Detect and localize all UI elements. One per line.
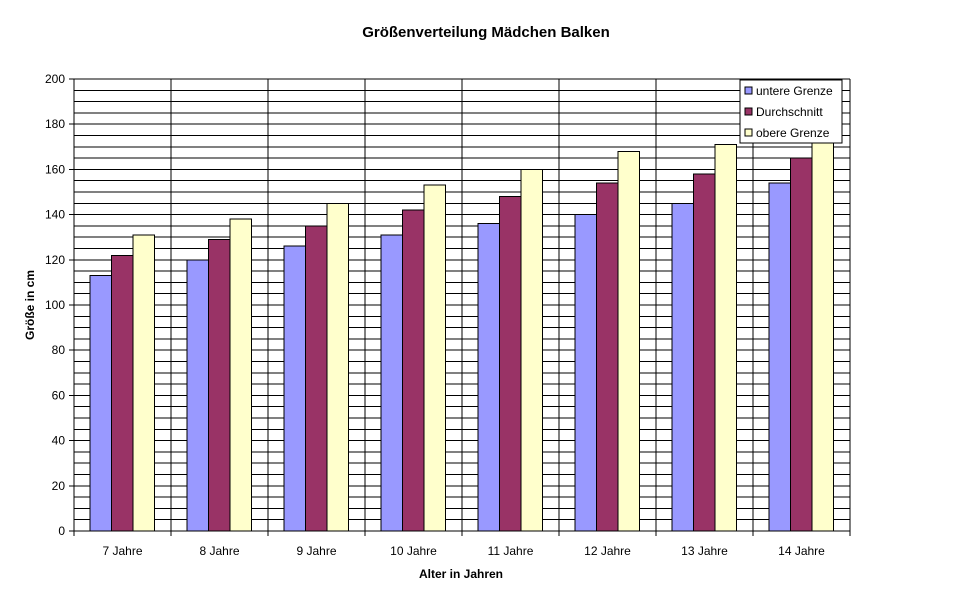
bar-durchschnitt <box>111 254 134 532</box>
y-tick-label: 160 <box>45 162 65 176</box>
legend-swatch <box>744 107 753 116</box>
bar-obere-grenze <box>714 144 737 532</box>
bar-untere-grenze <box>89 275 112 532</box>
y-tick-label: 20 <box>52 479 66 493</box>
y-tick-label: 200 <box>45 72 65 86</box>
x-tick-label: 7 Jahre <box>102 544 142 558</box>
bar-durchschnitt <box>208 238 231 532</box>
bars <box>89 137 834 532</box>
bar-untere-grenze <box>186 259 209 532</box>
x-tick-label: 13 Jahre <box>681 544 728 558</box>
bar-obere-grenze <box>617 150 640 532</box>
y-tick-label: 80 <box>52 343 66 357</box>
y-tick-label: 40 <box>52 434 66 448</box>
legend-swatch <box>744 86 753 95</box>
legend-swatch <box>744 128 753 137</box>
x-tick-label: 10 Jahre <box>390 544 437 558</box>
bar-obere-grenze <box>132 234 155 532</box>
y-tick-label: 140 <box>45 208 65 222</box>
legend-label: Durchschnitt <box>756 105 823 119</box>
bar-obere-grenze <box>520 168 543 532</box>
bar-durchschnitt <box>402 209 425 532</box>
y-tick-label: 180 <box>45 117 65 131</box>
bar-untere-grenze <box>477 223 500 532</box>
bar-untere-grenze <box>380 234 403 532</box>
x-tick-label: 8 Jahre <box>199 544 239 558</box>
legend: untere Grenze Durchschnitt obere Grenze <box>739 79 843 144</box>
axes: 0 20 40 60 80 100 120 140 160 180 200 7 Jahre 8 Jahr… <box>45 72 851 558</box>
x-tick-label: 12 Jahre <box>584 544 631 558</box>
bar-untere-grenze <box>574 214 597 532</box>
bar-durchschnitt <box>693 173 716 532</box>
x-tick-label: 9 Jahre <box>296 544 336 558</box>
bar-durchschnitt <box>499 196 522 532</box>
legend-label: obere Grenze <box>756 126 830 140</box>
y-tick-label: 60 <box>52 388 66 402</box>
x-axis-label: Alter in Jahren <box>419 567 503 581</box>
bar-untere-grenze <box>671 202 694 532</box>
bar-obere-grenze <box>326 202 349 532</box>
legend-label: untere Grenze <box>756 84 833 98</box>
x-tick-label: 14 Jahre <box>778 544 825 558</box>
bar-durchschnitt <box>596 182 619 532</box>
bar-obere-grenze <box>811 137 834 532</box>
bar-durchschnitt <box>305 225 328 532</box>
y-tick-label: 120 <box>45 253 65 267</box>
y-axis-label: Größe in cm <box>23 270 37 340</box>
bar-durchschnitt <box>790 157 813 532</box>
bar-untere-grenze <box>768 182 791 532</box>
y-tick-label: 100 <box>45 298 65 312</box>
bar-untere-grenze <box>283 245 306 532</box>
y-tick-label: 0 <box>58 524 65 538</box>
x-tick-label: 11 Jahre <box>488 544 534 558</box>
chart-title: Größenverteilung Mädchen Balken <box>362 24 610 41</box>
bar-obere-grenze <box>229 218 252 532</box>
bar-obere-grenze <box>423 184 446 532</box>
legend-box <box>739 79 843 144</box>
